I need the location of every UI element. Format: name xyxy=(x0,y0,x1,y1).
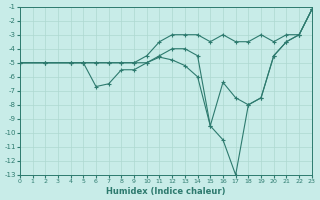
X-axis label: Humidex (Indice chaleur): Humidex (Indice chaleur) xyxy=(106,187,226,196)
